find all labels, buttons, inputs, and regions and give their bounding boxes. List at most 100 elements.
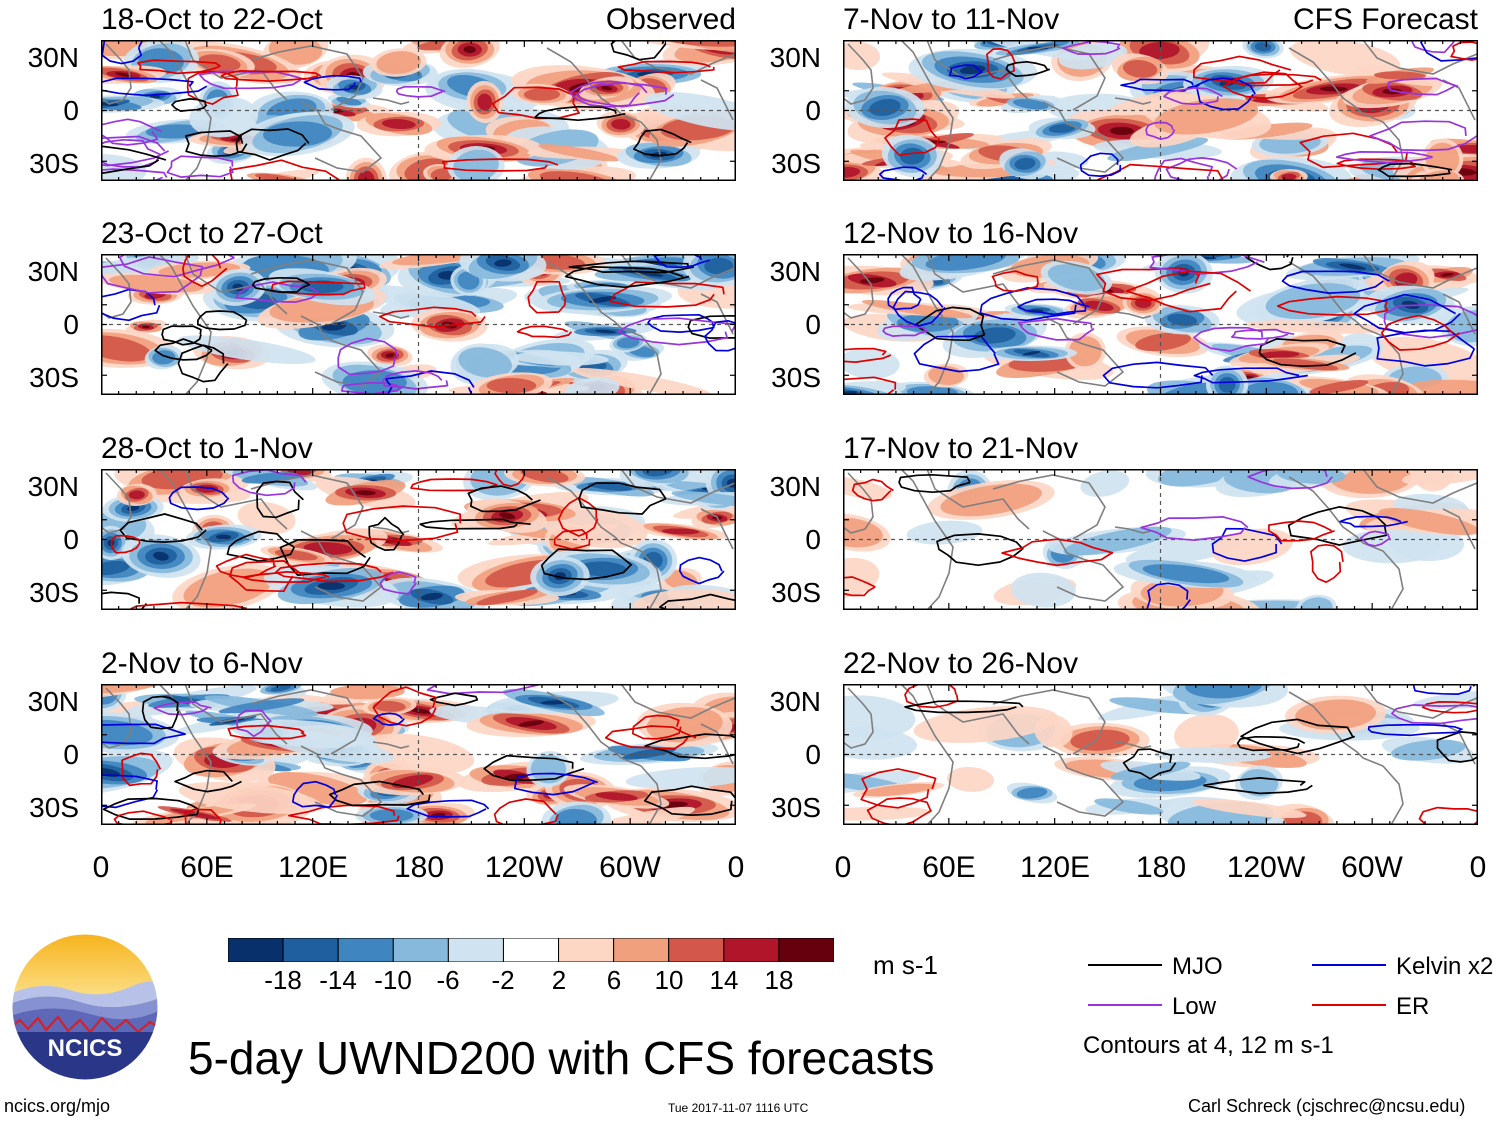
wave-contour (991, 270, 1040, 293)
wave-contour (882, 325, 929, 337)
wave-contour (1005, 60, 1051, 77)
legend-line-0 (1088, 964, 1162, 966)
panel-heatmap (784, 239, 1510, 413)
colorbar-tick-label: 6 (606, 965, 622, 995)
anomaly-blob (582, 257, 718, 291)
map-panel (811, 455, 1503, 628)
anomaly-blob (177, 335, 316, 364)
wave-contour (1281, 270, 1390, 294)
wave-contour (337, 337, 399, 376)
anomaly-blob (513, 351, 609, 366)
anomaly-blob (839, 347, 900, 379)
legend-line-1 (1312, 964, 1386, 966)
wave-contour (898, 473, 971, 494)
panel-title: 23-Oct to 27-Oct (101, 217, 323, 250)
y-tick-label: 30N (769, 42, 821, 73)
y-tick-label: 0 (63, 739, 79, 770)
anomaly-blob (1111, 53, 1169, 85)
panel-heatmap (794, 663, 1510, 841)
legend-label: MJO (1172, 953, 1223, 980)
y-tick-label: 30N (27, 42, 79, 73)
wave-contour (1268, 520, 1335, 542)
wave-contour (1258, 338, 1357, 368)
panel-title: 7-Nov to 11-Nov (843, 3, 1060, 36)
wave-contour (251, 276, 311, 293)
anomaly-blob (1028, 117, 1096, 140)
coastlines (842, 683, 1478, 826)
anomaly-blob (1211, 528, 1293, 566)
wave-contour (161, 325, 202, 346)
wave-contour (936, 533, 1024, 567)
wave-contour (215, 553, 277, 579)
site-link[interactable]: ncics.org/mjo (4, 1096, 111, 1116)
anomaly-blob (609, 333, 647, 353)
wave-contour (609, 281, 725, 308)
anomaly-blob (913, 705, 1059, 743)
x-tick-label: 0 (834, 851, 852, 884)
wave-contour (235, 709, 272, 738)
wave-contour (1145, 121, 1176, 141)
anomaly-blob (1365, 508, 1494, 536)
wave-contour (617, 317, 737, 346)
anomaly-blob (116, 483, 157, 506)
wave-contour (372, 686, 437, 727)
anomaly-blob (240, 111, 355, 157)
wave-contour (229, 560, 305, 593)
anomaly-blob (121, 534, 201, 578)
coastlines (842, 253, 1478, 396)
wave-contour (1211, 527, 1283, 562)
wave-contour (851, 478, 894, 502)
colorbar-tick-label: -2 (491, 965, 515, 995)
panel-frame (843, 40, 1478, 181)
anomaly-blob (1000, 95, 1061, 113)
y-tick-label: 30S (29, 148, 79, 179)
panel-title: 28-Oct to 1-Nov (101, 432, 313, 465)
colorbar-swatch (447, 937, 504, 963)
wave-contour (513, 772, 598, 796)
x-tick-label: 120W (484, 851, 564, 884)
anomaly-blob (210, 268, 267, 306)
anomaly-blob (466, 710, 596, 737)
anomaly-blob (834, 41, 881, 71)
anomaly-blob (1228, 342, 1330, 367)
x-tick-label: 60E (922, 851, 976, 884)
wave-contour (643, 785, 739, 816)
wave-contour (256, 480, 304, 519)
y-tick-label: 30S (771, 148, 821, 179)
wave-contour (184, 130, 248, 158)
panel-title: 12-Nov to 16-Nov (843, 217, 1079, 250)
wave-contour (1335, 151, 1433, 164)
colorbar-tick-label: 14 (709, 965, 739, 995)
wave-contour (1061, 40, 1121, 55)
anomaly-blob (451, 343, 519, 382)
y-tick-label: 0 (63, 309, 79, 340)
wave-contour (177, 344, 229, 383)
wave-contour (121, 752, 162, 787)
colorbar-swatch (502, 937, 560, 963)
x-tick-label: 60W (1341, 851, 1403, 884)
colorbar-tick-label: -6 (436, 965, 460, 995)
wave-contour (406, 799, 490, 818)
wave-contour (904, 682, 959, 709)
ncics-logo: NCICS (10, 932, 160, 1082)
map-panel (41, 671, 777, 839)
anomaly-blob (189, 96, 258, 138)
wave-contour (527, 280, 567, 314)
wave-contour (644, 733, 758, 760)
wave-contour (1391, 704, 1494, 725)
x-tick-label: 120E (277, 851, 349, 884)
wave-contour (1222, 71, 1303, 100)
legend-label: Low (1172, 993, 1217, 1020)
wave-contour (631, 714, 682, 740)
y-tick-label: 0 (805, 95, 821, 126)
anomaly-blob (923, 363, 969, 388)
y-tick-label: 30S (29, 577, 79, 608)
wave-contour (110, 534, 141, 554)
wave-contour (1001, 538, 1114, 567)
wave-contour (892, 290, 946, 327)
x-tick-label: 60W (599, 851, 661, 884)
wave-contour (884, 118, 940, 157)
anomaly-blob (530, 556, 590, 597)
x-tick-label: 180 (1135, 851, 1187, 884)
wave-contour (1202, 777, 1313, 795)
